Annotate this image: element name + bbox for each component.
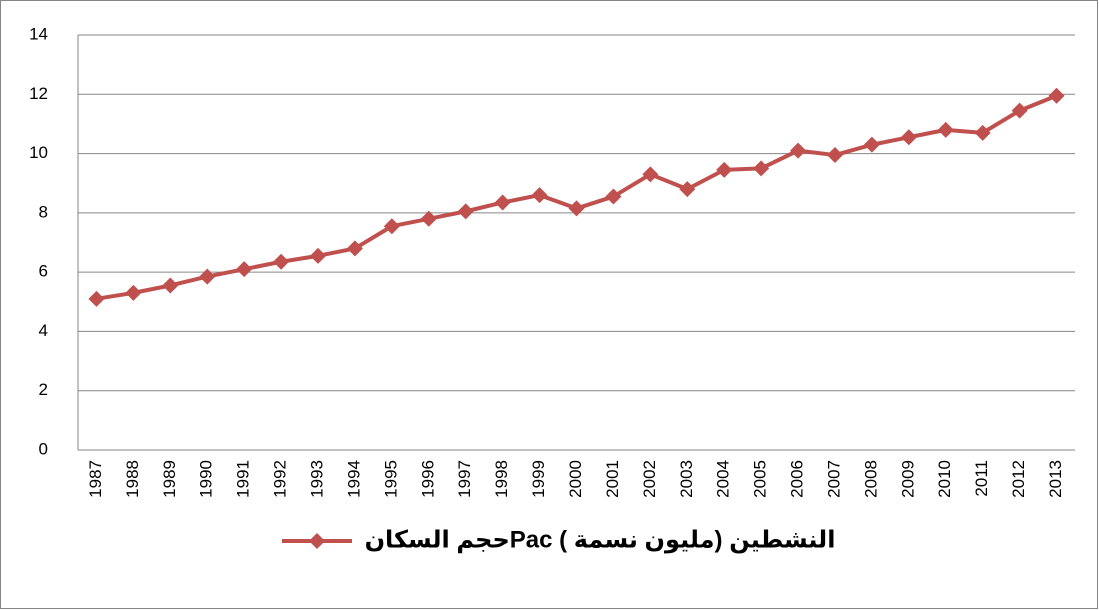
y-tick-label: 0 <box>39 439 48 458</box>
x-tick-label: 1994 <box>344 460 363 498</box>
point-marker <box>679 181 696 198</box>
x-tick-label: 1987 <box>86 460 105 498</box>
x-tick-label: 1996 <box>418 460 437 498</box>
point-marker <box>568 200 585 217</box>
point-marker <box>605 188 622 205</box>
x-tick-label: 2007 <box>824 460 843 498</box>
y-tick-label: 2 <box>39 380 48 399</box>
point-marker <box>790 142 807 159</box>
point-marker <box>457 203 474 220</box>
point-marker <box>1011 102 1028 119</box>
point-marker <box>826 147 843 164</box>
x-tick-label: 2004 <box>714 460 733 498</box>
x-tick-label: 2001 <box>603 460 622 498</box>
y-tick-label: 12 <box>29 84 48 103</box>
x-tick-label: 2011 <box>972 460 991 497</box>
point-marker <box>236 261 253 278</box>
point-marker <box>900 129 917 146</box>
x-tick-label: 2002 <box>640 460 659 498</box>
point-marker <box>863 136 880 153</box>
x-tick-label: 1990 <box>197 460 216 498</box>
x-tick-label: 2008 <box>861 460 880 498</box>
point-marker <box>937 121 954 138</box>
x-tick-label: 2000 <box>566 460 585 498</box>
point-marker <box>420 210 437 227</box>
y-tick-label: 8 <box>39 202 48 221</box>
y-tick-label: 14 <box>29 24 48 43</box>
x-tick-label: 1997 <box>455 460 474 498</box>
x-tick-label: 1991 <box>234 460 253 498</box>
point-marker <box>273 253 290 270</box>
point-marker <box>642 166 659 183</box>
point-marker <box>88 290 105 307</box>
x-tick-label: 2012 <box>1009 460 1028 498</box>
x-tick-label: 2005 <box>751 460 770 498</box>
point-marker <box>974 124 991 141</box>
x-tick-label: 2013 <box>1046 460 1065 498</box>
point-marker <box>346 240 363 257</box>
point-marker <box>1048 87 1065 104</box>
x-tick-label: 1988 <box>123 460 142 498</box>
point-marker <box>162 277 179 294</box>
x-tick-label: 1995 <box>381 460 400 498</box>
point-marker <box>199 268 216 285</box>
x-tick-label: 1992 <box>271 460 290 498</box>
x-tick-label: 2009 <box>898 460 917 498</box>
point-marker <box>383 218 400 235</box>
x-tick-label: 1998 <box>492 460 511 498</box>
point-marker <box>753 160 770 177</box>
x-tick-label: 1989 <box>160 460 179 498</box>
y-tick-label: 6 <box>39 262 48 281</box>
x-tick-label: 2006 <box>788 460 807 498</box>
point-marker <box>531 187 548 204</box>
point-marker <box>310 247 327 264</box>
y-tick-label: 4 <box>39 321 48 340</box>
point-marker <box>494 194 511 211</box>
x-tick-label: 1993 <box>308 460 327 498</box>
x-tick-label: 2003 <box>677 460 696 498</box>
legend-marker <box>309 533 325 549</box>
point-marker <box>125 284 142 301</box>
y-tick-label: 10 <box>29 143 48 162</box>
x-tick-label: 2010 <box>935 460 954 498</box>
point-marker <box>716 161 733 178</box>
x-tick-label: 1999 <box>529 460 548 498</box>
legend-label: حجم السكانPac النشطين (مليون نسمة ) <box>365 526 836 553</box>
